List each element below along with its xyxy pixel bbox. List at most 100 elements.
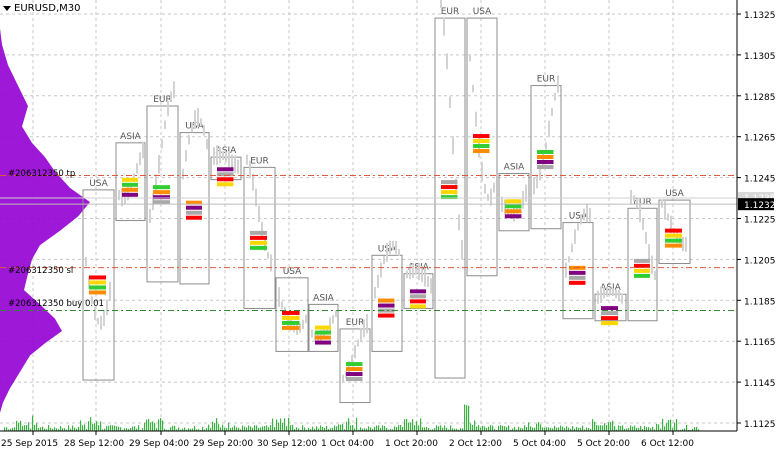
candle <box>571 243 573 253</box>
candle <box>302 319 304 330</box>
volume-bar <box>250 426 252 431</box>
volume-bar <box>640 426 642 431</box>
volume-bar <box>426 426 428 431</box>
volume-bar <box>24 425 26 431</box>
volume-bar <box>196 429 198 431</box>
volume-bar <box>148 418 150 431</box>
session-box <box>275 277 309 352</box>
cluster-bar <box>250 245 268 250</box>
session-box <box>179 132 210 285</box>
volume-bar <box>150 422 152 431</box>
candle <box>580 214 582 225</box>
volume-bar <box>540 424 542 431</box>
candle <box>504 199 506 219</box>
volume-bar <box>624 428 626 431</box>
cluster-bar <box>89 285 107 290</box>
cluster-bar <box>473 144 490 149</box>
volume-bar <box>372 428 374 431</box>
bid-price-tag <box>738 198 774 211</box>
volume-bar <box>658 424 660 431</box>
chart-title[interactable]: EURUSD,M30 <box>3 3 80 14</box>
volume-bar <box>688 429 690 431</box>
candle <box>440 0 442 9</box>
candle <box>490 188 492 206</box>
volume-bar <box>690 429 692 431</box>
cluster-bar <box>89 280 107 285</box>
cluster-bar <box>601 311 619 316</box>
candle <box>374 286 376 299</box>
volume-bar <box>88 421 90 431</box>
candle <box>342 374 344 383</box>
cluster-bar <box>282 325 300 330</box>
candle <box>481 161 483 182</box>
volume-bar <box>246 427 248 431</box>
volume-bar <box>398 425 400 431</box>
candle <box>664 200 666 220</box>
volume-bar <box>142 428 144 431</box>
session-box <box>82 189 115 381</box>
candle <box>597 290 599 304</box>
time-tick-label: 5 Oct 04:00 <box>513 439 566 449</box>
volume-bar <box>160 418 162 431</box>
volume-bar <box>514 426 516 431</box>
order-label-sl: #206312350 sl <box>8 266 73 276</box>
candle <box>219 146 221 164</box>
candle <box>203 125 205 136</box>
volume-bar <box>292 424 294 431</box>
candle <box>461 239 463 260</box>
volume-bar <box>518 426 520 431</box>
candle <box>458 214 460 231</box>
cluster-bar <box>410 304 426 309</box>
cluster-bar <box>250 235 268 240</box>
volume-bar <box>602 425 604 431</box>
volume-bar <box>654 429 656 431</box>
price-tick-label: 1.1205 <box>744 256 776 266</box>
session-box <box>243 166 276 309</box>
volume-bar <box>270 425 272 431</box>
volume-bar <box>424 427 426 431</box>
volume-bar <box>352 424 354 431</box>
price-tick-label: 1.1185 <box>744 297 776 307</box>
candle <box>636 199 638 209</box>
volume-bar <box>436 425 438 431</box>
volume-bar <box>590 428 592 431</box>
volume-bar <box>12 427 14 431</box>
volume-bar <box>156 428 158 431</box>
candle <box>577 223 579 231</box>
volume-bar <box>16 420 18 431</box>
candle <box>351 355 353 366</box>
session-box <box>308 303 339 352</box>
volume-bar <box>308 428 310 431</box>
volume-bar <box>538 422 540 431</box>
candle <box>161 139 163 149</box>
candle <box>484 183 486 194</box>
volume-bar <box>574 428 576 431</box>
session-label: USA <box>473 7 492 17</box>
volume-bar <box>586 427 588 431</box>
volume-bar <box>164 428 166 431</box>
cluster-bar <box>410 294 426 299</box>
volume-bar <box>366 428 368 431</box>
volume-bar <box>686 425 688 431</box>
cluster-bar <box>410 289 426 294</box>
dropdown-arrow-icon[interactable] <box>3 6 11 11</box>
cluster-bar <box>601 306 619 311</box>
volume-bar <box>230 428 232 431</box>
volume-bar <box>558 427 560 431</box>
volume-bar <box>554 425 556 431</box>
candle <box>642 218 644 230</box>
volume-bar <box>696 426 698 431</box>
candle <box>406 270 408 279</box>
volume-bar <box>488 426 490 431</box>
session-label: ASIA <box>120 132 142 142</box>
volume-bar <box>108 425 110 431</box>
volume-bar <box>520 428 522 431</box>
volume-bar <box>552 428 554 431</box>
candle <box>231 154 233 169</box>
volume-bar <box>218 424 220 431</box>
time-tick-label: 25 Sep 2015 <box>1 439 58 449</box>
volume-bar <box>248 425 250 431</box>
price-tick-label: 1.1125 <box>744 420 776 430</box>
